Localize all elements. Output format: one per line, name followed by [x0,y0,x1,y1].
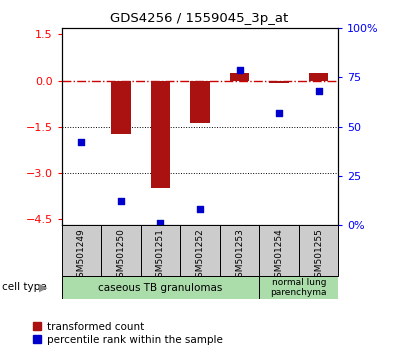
Text: GDS4256 / 1559045_3p_at: GDS4256 / 1559045_3p_at [110,12,288,25]
Bar [141,225,180,276]
Text: GSM501253: GSM501253 [235,228,244,283]
Point [236,67,243,73]
Legend: transformed count, percentile rank within the sample: transformed count, percentile rank withi… [29,317,227,349]
Bar [259,225,299,276]
Text: GSM501249: GSM501249 [77,228,86,283]
Bar [309,73,328,80]
Bar [62,276,259,299]
Text: GSM501254: GSM501254 [275,228,283,283]
Text: caseous TB granulomas: caseous TB granulomas [98,282,222,293]
Text: cell type: cell type [2,282,47,292]
Point [78,139,85,145]
Point [315,88,322,94]
Bar [230,73,250,80]
Bar [259,276,338,299]
Bar [190,80,210,124]
Point [197,206,203,212]
Bar [180,225,220,276]
Bar [72,80,91,81]
Text: GSM501252: GSM501252 [195,228,205,283]
Bar [299,225,338,276]
Point [157,220,164,225]
Bar [101,225,141,276]
Bar [150,80,170,188]
Text: GSM501251: GSM501251 [156,228,165,283]
Text: ▶: ▶ [39,282,47,292]
Bar [111,80,131,134]
Bar [62,225,101,276]
Bar [220,225,259,276]
Point [118,198,124,204]
Text: GSM501250: GSM501250 [117,228,125,283]
Text: GSM501255: GSM501255 [314,228,323,283]
Bar [269,80,289,82]
Point [276,110,282,116]
Text: normal lung
parenchyma: normal lung parenchyma [271,278,327,297]
